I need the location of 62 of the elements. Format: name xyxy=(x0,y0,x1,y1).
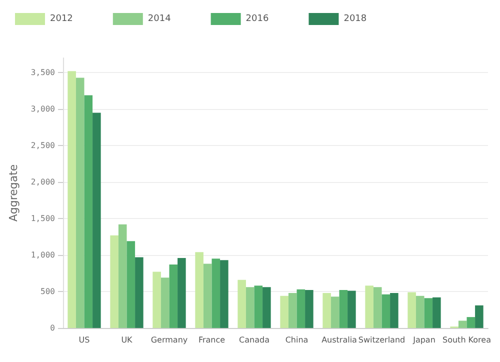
bar xyxy=(339,290,348,328)
bar xyxy=(424,298,433,328)
bar xyxy=(466,317,476,328)
bar xyxy=(68,71,76,328)
bar xyxy=(246,287,254,328)
bar xyxy=(262,287,271,328)
bar xyxy=(373,287,382,328)
bar xyxy=(365,286,374,328)
bar xyxy=(390,292,398,328)
bar xyxy=(238,280,246,328)
bar xyxy=(135,257,144,328)
bar xyxy=(432,297,441,328)
legend-label: 2014 xyxy=(148,14,172,24)
x-tick-label: Australia xyxy=(322,336,358,344)
bar xyxy=(84,95,93,328)
x-tick-label: Canada xyxy=(239,336,270,344)
x-tick-label: US xyxy=(78,336,90,344)
x-tick-label: Switzerland xyxy=(358,336,406,344)
bar xyxy=(169,264,178,328)
y-tick-label: 3,000 xyxy=(30,104,56,114)
x-tick-label: France xyxy=(198,336,226,344)
bar xyxy=(288,292,297,328)
bar xyxy=(458,320,467,328)
y-tick-label: 2,500 xyxy=(30,141,56,150)
x-tick-label: Germany xyxy=(150,336,188,344)
bar xyxy=(126,241,136,328)
bar xyxy=(330,296,340,328)
bar xyxy=(280,296,288,328)
bar xyxy=(110,235,118,328)
legend-label: 2016 xyxy=(246,14,269,24)
bar xyxy=(212,258,220,328)
bar xyxy=(348,290,356,328)
bar xyxy=(305,290,314,328)
y-tick-label: 3,500 xyxy=(30,68,56,78)
bar xyxy=(408,292,416,328)
y-tick-label: 500 xyxy=(40,287,56,296)
legend-label: 2018 xyxy=(344,14,367,24)
bar xyxy=(92,112,101,328)
x-tick-label: UK xyxy=(121,336,134,344)
bar xyxy=(203,264,212,328)
y-tick-label: 0 xyxy=(50,324,56,332)
bar xyxy=(475,305,484,328)
y-tick-label: 1,000 xyxy=(30,250,56,260)
bar xyxy=(178,258,186,328)
x-tick-label: China xyxy=(285,336,308,344)
y-tick-label: 1,500 xyxy=(30,214,56,224)
bar xyxy=(195,252,204,328)
bar xyxy=(382,294,390,328)
bar xyxy=(118,224,127,328)
bar xyxy=(220,260,228,328)
x-tick-label: South Korea xyxy=(442,336,492,344)
bar xyxy=(76,78,84,328)
legend-label: 2012 xyxy=(50,14,73,24)
bar xyxy=(296,289,306,328)
y-axis-title: Aggregate xyxy=(7,164,20,222)
bar xyxy=(160,278,170,328)
bar xyxy=(322,292,331,328)
bar xyxy=(416,296,424,328)
bar xyxy=(254,286,263,328)
x-tick-label: Japan xyxy=(412,336,436,344)
bar xyxy=(152,272,161,328)
y-tick-label: 2,000 xyxy=(30,178,56,187)
